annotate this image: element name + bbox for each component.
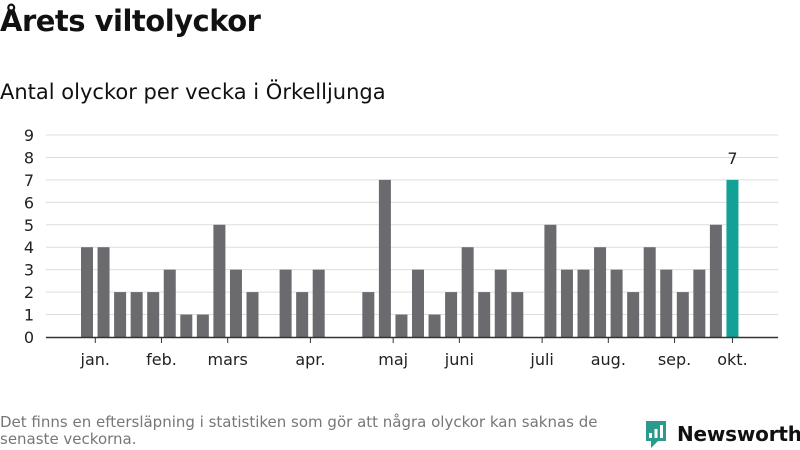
logo-icon-bar-2 [654,429,658,438]
bar [428,314,441,337]
y-tick-label: 0 [24,328,34,347]
newsworthy-logo-icon [646,421,666,448]
x-tick-label: okt. [717,350,747,369]
bar [312,269,325,337]
bar [296,292,309,337]
x-axis-ticks: jan. feb. mars apr. maj juni juli aug. sep. okt. [80,337,748,369]
y-tick-label: 6 [24,193,34,212]
x-tick-label: jan. [80,350,110,369]
bar [97,247,110,337]
y-tick-label: 2 [24,283,34,302]
bar [494,269,507,337]
bar [709,224,722,337]
bar [147,292,160,337]
bar [445,292,458,337]
x-tick-label: juni [444,350,474,369]
bar [594,247,607,337]
bar [213,224,226,337]
bar [577,269,590,337]
bar [478,292,491,337]
bar [130,292,143,337]
bar-chart: 0 1 2 3 4 5 6 7 8 9 jan. feb. mars apr. maj juni juli au… [24,126,778,369]
footnote: Det finns en eftersläpning i statistiken… [0,413,598,448]
bar [81,247,93,337]
bar [560,269,573,337]
y-tick-label: 5 [24,216,34,235]
bar [693,269,706,337]
bar [461,247,474,337]
brand-name: Newsworthy [677,422,800,446]
y-tick-label: 3 [24,261,34,280]
brand-logo: Newsworthy [644,419,800,449]
bar [676,292,689,337]
data-labels: 7 [727,149,737,168]
bar [163,269,176,337]
logo-icon-bar-3 [660,425,663,438]
bar [395,314,408,337]
bar [511,292,524,337]
chart-subtitle: Antal olyckor per vecka i Örkelljunga [0,80,386,104]
x-tick-label: mars [208,350,248,369]
y-tick-label: 7 [24,171,34,190]
bar [196,314,209,337]
bar [610,269,623,337]
bar [279,269,292,337]
y-axis-ticks: 0 1 2 3 4 5 6 7 8 9 [24,126,34,347]
bar [643,247,656,337]
bar [229,269,242,337]
bar [412,269,424,337]
logo-icon-bar-1 [649,433,652,438]
x-tick-label: juli [529,350,553,369]
y-tick-label: 1 [24,306,34,325]
bar [362,292,375,337]
bar [180,314,193,337]
data-label: 7 [727,149,737,168]
x-tick-label: aug. [591,350,626,369]
y-tick-label: 9 [24,126,34,145]
chart-title: Årets viltolyckor [0,4,261,38]
y-tick-label: 4 [24,238,34,257]
x-tick-label: sep. [658,350,691,369]
bars [81,179,739,337]
x-tick-label: maj [378,350,408,369]
bar [544,224,557,337]
bar [660,269,673,337]
x-tick-label: feb. [146,350,177,369]
bar [627,292,640,337]
x-tick-label: apr. [295,350,325,369]
bar [726,179,739,337]
y-tick-label: 8 [24,148,34,167]
bar [114,292,127,337]
bar [378,179,391,337]
bar [246,292,259,337]
